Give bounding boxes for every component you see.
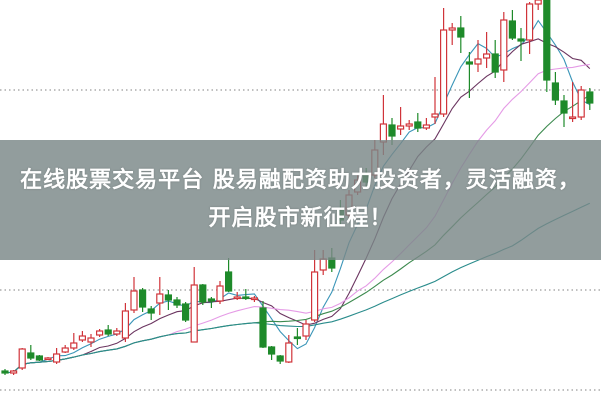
candle-down xyxy=(517,38,525,42)
candle-up xyxy=(405,123,413,127)
candle-up xyxy=(448,27,456,31)
candle-up xyxy=(302,323,310,337)
candle-down xyxy=(242,296,250,300)
candle-up xyxy=(190,284,198,343)
candle-down xyxy=(225,271,233,292)
candle-down xyxy=(35,355,44,361)
candle-down xyxy=(414,121,422,129)
candle-up xyxy=(534,0,542,5)
candle-down xyxy=(139,289,147,308)
candle-up xyxy=(10,370,18,374)
candle-up xyxy=(397,125,405,130)
candle-down xyxy=(293,336,301,340)
candle-up xyxy=(78,335,87,341)
candle-down xyxy=(259,307,267,348)
candle-down xyxy=(1,370,9,374)
candle-down xyxy=(586,91,594,104)
candle-up xyxy=(87,337,95,343)
candle-down xyxy=(508,20,516,39)
candle-up xyxy=(500,19,508,71)
candle-down xyxy=(465,61,473,65)
headline-banner: 在线股票交易平台 股易融配资助力投资者，灵活融资，开启股市新征程！ xyxy=(0,140,601,260)
candle-up xyxy=(113,330,121,335)
candle-up xyxy=(18,348,26,369)
candle-up xyxy=(44,357,52,361)
candle-down xyxy=(104,329,112,335)
candle-down xyxy=(164,294,172,301)
candle-up xyxy=(52,353,61,363)
candle-up xyxy=(95,330,104,336)
candle-up xyxy=(285,342,293,363)
candle-down xyxy=(27,352,35,359)
candle-down xyxy=(457,27,465,38)
candle-down xyxy=(388,124,396,137)
candle-down xyxy=(276,355,284,362)
candle-up xyxy=(156,293,164,304)
candle-down xyxy=(207,298,215,302)
candle-up xyxy=(70,342,78,349)
candle-down xyxy=(199,284,207,303)
candle-up xyxy=(233,296,241,300)
candle-up xyxy=(319,258,327,271)
candle-down xyxy=(551,82,560,101)
candle-down xyxy=(268,346,276,355)
candle-down xyxy=(491,53,499,73)
candle-up xyxy=(577,89,585,118)
candle-down xyxy=(147,308,155,314)
candle-up xyxy=(474,58,482,65)
candle-down xyxy=(173,299,181,306)
candle-up xyxy=(130,290,138,311)
headline-text: 在线股票交易平台 股易融配资助力投资者，灵活融资，开启股市新征程！ xyxy=(20,168,581,231)
candle-down xyxy=(560,100,568,114)
candle-up xyxy=(121,310,130,339)
candle-up xyxy=(216,285,224,302)
candle-up xyxy=(311,271,319,321)
candle-up xyxy=(250,297,258,301)
candle-up xyxy=(525,3,534,41)
candle-up xyxy=(61,347,69,353)
candle-up xyxy=(483,53,491,59)
candle-up xyxy=(422,124,430,129)
candle-up xyxy=(431,113,439,118)
candle-up xyxy=(568,116,577,120)
candle-up xyxy=(440,29,448,115)
ma10-line xyxy=(4,38,591,374)
candle-down xyxy=(543,0,551,81)
candle-down xyxy=(182,303,190,321)
